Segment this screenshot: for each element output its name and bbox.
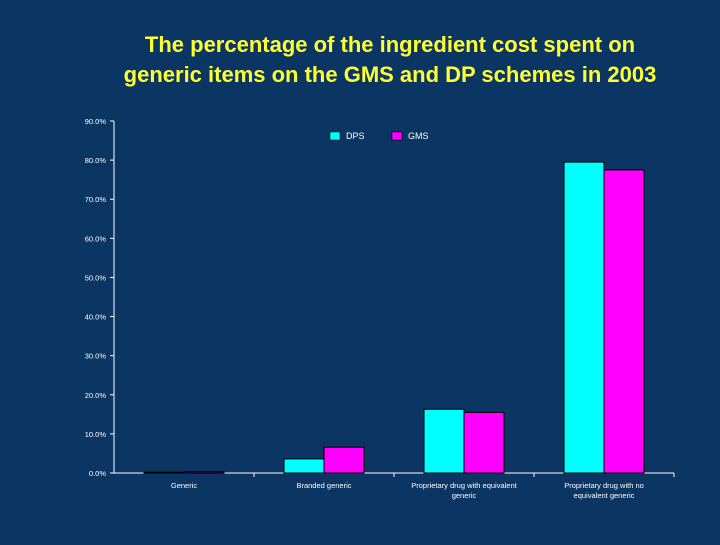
- x-tick-label: Proprietary drug with equivalent: [411, 481, 517, 490]
- y-tick-label: 70.0%: [85, 195, 107, 204]
- y-tick-label: 30.0%: [85, 352, 107, 361]
- bar-gms: [323, 446, 365, 474]
- y-tick-label: 90.0%: [85, 117, 107, 126]
- bar-gms: [603, 169, 645, 474]
- bar-gms: [183, 471, 225, 474]
- bar-dps: [283, 458, 325, 474]
- y-tick-label: 0.0%: [89, 469, 106, 478]
- bar-dps: [143, 471, 185, 474]
- legend-swatch-dps: [329, 131, 341, 141]
- x-tick-label: equivalent generic: [574, 491, 635, 500]
- x-tick-label: Proprietary drug with no: [564, 481, 644, 490]
- y-tick-label: 80.0%: [85, 156, 107, 165]
- y-tick-label: 60.0%: [85, 234, 107, 243]
- bar-dps: [423, 408, 465, 474]
- y-tick-label: 50.0%: [85, 273, 107, 282]
- y-tick-label: 40.0%: [85, 313, 107, 322]
- bar-gms: [463, 411, 505, 474]
- x-tick-label: Generic: [171, 481, 198, 490]
- x-tick-label: Branded generic: [296, 481, 351, 490]
- bar-dps: [563, 161, 605, 474]
- y-tick-label: 10.0%: [85, 430, 107, 439]
- legend-label-gms: GMS: [408, 131, 429, 141]
- chart-title: The percentage of the ingredient cost sp…: [60, 30, 720, 90]
- y-tick-label: 20.0%: [85, 391, 107, 400]
- chart-title-line-2: generic items on the GMS and DP schemes …: [123, 62, 657, 87]
- chart-title-line-1: The percentage of the ingredient cost sp…: [144, 32, 636, 57]
- legend-swatch-gms: [391, 131, 403, 141]
- x-tick-label: generic: [452, 491, 477, 500]
- legend-label-dps: DPS: [346, 131, 365, 141]
